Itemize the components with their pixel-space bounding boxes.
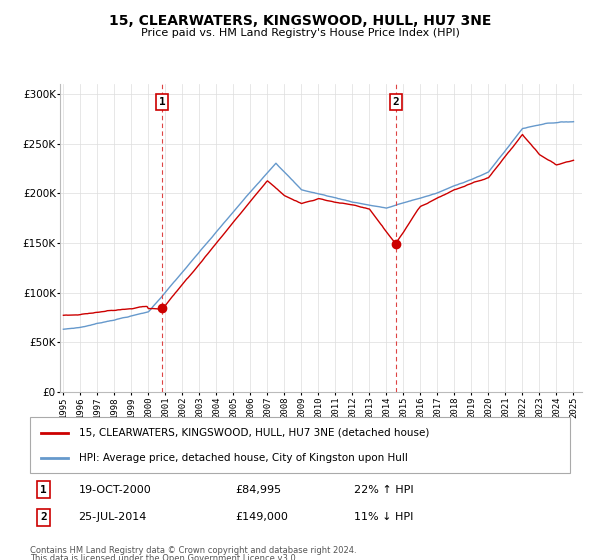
- Text: 1: 1: [158, 97, 166, 107]
- Text: 11% ↓ HPI: 11% ↓ HPI: [354, 512, 413, 522]
- FancyBboxPatch shape: [30, 417, 570, 473]
- Text: 2: 2: [392, 97, 399, 107]
- Text: 25-JUL-2014: 25-JUL-2014: [79, 512, 147, 522]
- Text: 15, CLEARWATERS, KINGSWOOD, HULL, HU7 3NE (detached house): 15, CLEARWATERS, KINGSWOOD, HULL, HU7 3N…: [79, 428, 429, 438]
- Text: Contains HM Land Registry data © Crown copyright and database right 2024.: Contains HM Land Registry data © Crown c…: [30, 546, 356, 555]
- Text: 1: 1: [40, 484, 47, 494]
- Text: 22% ↑ HPI: 22% ↑ HPI: [354, 484, 413, 494]
- Text: £149,000: £149,000: [235, 512, 288, 522]
- Text: £84,995: £84,995: [235, 484, 281, 494]
- Text: This data is licensed under the Open Government Licence v3.0.: This data is licensed under the Open Gov…: [30, 554, 298, 560]
- Text: Price paid vs. HM Land Registry's House Price Index (HPI): Price paid vs. HM Land Registry's House …: [140, 28, 460, 38]
- Text: HPI: Average price, detached house, City of Kingston upon Hull: HPI: Average price, detached house, City…: [79, 452, 407, 463]
- Text: 2: 2: [40, 512, 47, 522]
- Text: 15, CLEARWATERS, KINGSWOOD, HULL, HU7 3NE: 15, CLEARWATERS, KINGSWOOD, HULL, HU7 3N…: [109, 14, 491, 28]
- Text: 19-OCT-2000: 19-OCT-2000: [79, 484, 151, 494]
